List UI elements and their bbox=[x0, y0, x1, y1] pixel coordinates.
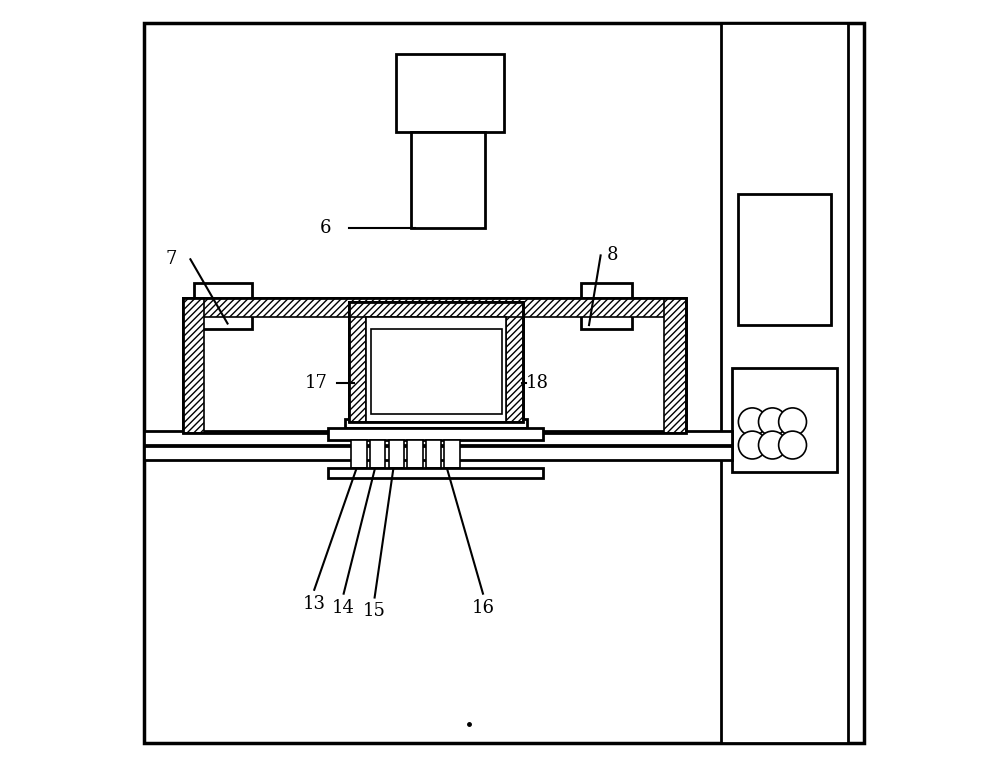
Bar bbox=[183, 298, 204, 433]
Bar bbox=[349, 302, 523, 422]
Text: 8: 8 bbox=[606, 246, 618, 265]
Text: 14: 14 bbox=[332, 598, 355, 617]
Text: 6: 6 bbox=[320, 219, 332, 238]
Bar bbox=[732, 368, 837, 472]
Bar bbox=[370, 440, 385, 468]
Bar bbox=[328, 428, 543, 440]
Bar bbox=[144, 446, 732, 460]
Text: 16: 16 bbox=[471, 598, 494, 617]
Bar bbox=[328, 468, 543, 478]
Text: 7: 7 bbox=[165, 250, 177, 269]
Circle shape bbox=[738, 408, 766, 436]
Bar bbox=[444, 440, 460, 468]
Bar bbox=[349, 302, 523, 317]
Circle shape bbox=[759, 408, 786, 436]
Text: 18: 18 bbox=[526, 374, 549, 392]
Bar bbox=[366, 317, 506, 422]
Bar bbox=[349, 302, 523, 422]
Bar bbox=[389, 440, 404, 468]
Bar bbox=[183, 298, 686, 317]
Circle shape bbox=[779, 408, 807, 436]
Bar bbox=[506, 302, 523, 422]
Circle shape bbox=[738, 431, 766, 459]
Bar bbox=[351, 440, 367, 468]
Bar bbox=[183, 298, 686, 433]
Bar bbox=[183, 298, 686, 433]
Bar bbox=[426, 440, 441, 468]
Bar bbox=[581, 283, 632, 329]
Text: 17: 17 bbox=[304, 374, 327, 392]
Circle shape bbox=[779, 431, 807, 459]
Bar bbox=[411, 132, 485, 228]
Bar bbox=[738, 194, 831, 325]
Bar bbox=[194, 283, 252, 329]
Bar bbox=[407, 440, 423, 468]
Bar bbox=[664, 298, 686, 433]
Bar bbox=[349, 302, 366, 422]
Text: 15: 15 bbox=[363, 602, 386, 621]
Circle shape bbox=[759, 431, 786, 459]
Bar bbox=[371, 329, 502, 414]
Bar bbox=[345, 419, 527, 428]
Text: 13: 13 bbox=[303, 594, 326, 613]
Bar bbox=[396, 54, 504, 132]
Bar bbox=[721, 23, 848, 743]
Bar bbox=[144, 431, 732, 445]
